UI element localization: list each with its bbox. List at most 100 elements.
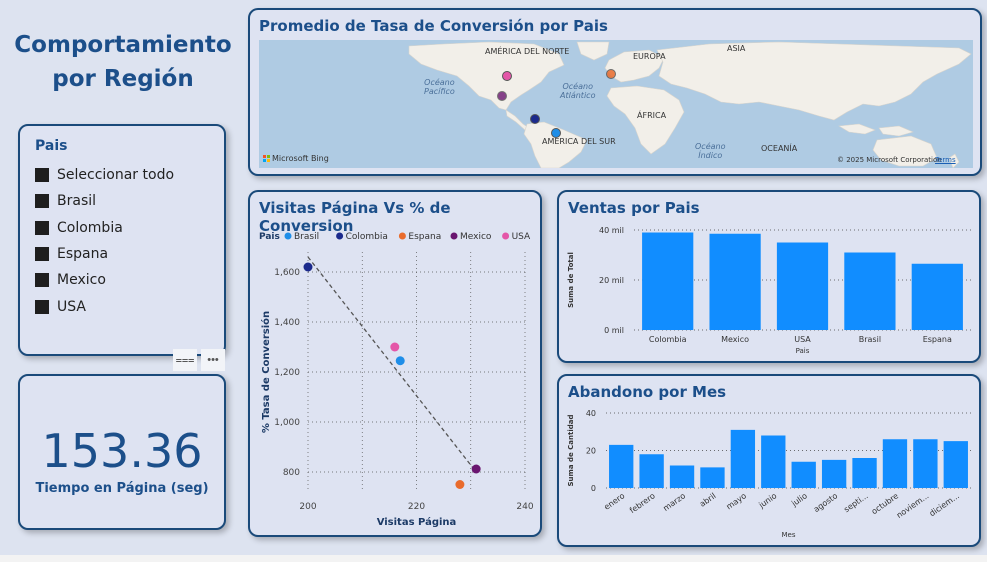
abandono-card: Abandono por Mes 0 20 40 enero febrero marzo a… <box>557 374 981 547</box>
bar <box>791 461 816 488</box>
x-tick-label: Colombia <box>649 335 687 344</box>
bar <box>700 467 725 488</box>
bar <box>639 454 664 488</box>
bar <box>709 233 761 330</box>
legend-marker <box>398 232 406 240</box>
x-tick-label: julio <box>789 491 809 509</box>
bar <box>911 263 963 330</box>
map-terms-link[interactable]: Terms <box>935 156 956 164</box>
africa-shape <box>606 85 685 155</box>
slicer-item-label: USA <box>57 298 86 315</box>
checkbox[interactable] <box>35 194 49 209</box>
scatter-title: Visitas Página Vs % de Conversion <box>259 199 451 235</box>
bar <box>609 444 634 488</box>
asia-shape <box>656 41 972 121</box>
x-tick-label: 240 <box>516 502 533 512</box>
australia-shape <box>872 135 938 167</box>
world-map[interactable]: AMÉRICA DEL NORTE EUROPA ASIA Océano Pac… <box>259 40 973 168</box>
map-dot-mexico[interactable] <box>497 91 507 101</box>
checkbox[interactable] <box>35 168 49 183</box>
legend-marker <box>336 232 344 240</box>
bar <box>943 441 968 488</box>
bar <box>821 459 847 488</box>
x-tick-label: febrero <box>628 491 657 515</box>
x-tick-label: diciem... <box>928 491 961 518</box>
x-tick-label: noviem... <box>895 491 931 520</box>
legend-item: Colombia <box>346 232 388 242</box>
slicer-item-colombia[interactable]: Colombia <box>35 215 174 241</box>
trendline <box>307 256 477 473</box>
checkbox[interactable] <box>35 247 49 262</box>
x-axis-label: Visitas Página <box>377 516 457 528</box>
north-america-shape <box>408 41 565 111</box>
slicer-item-label: Mexico <box>57 272 106 289</box>
x-tick-label: USA <box>794 335 811 344</box>
legend-title: Pais <box>259 232 280 242</box>
bar <box>844 252 896 330</box>
ventas-chart[interactable]: 0 mil 20 mil 40 mil Colombia Mexico USA Brasil… <box>559 192 979 361</box>
visual-toolbar: ⩶ ••• <box>173 349 225 371</box>
slicer-item-label: Espana <box>57 246 109 263</box>
slicer-item-label: Brasil <box>57 193 97 210</box>
slicer-item-brasil[interactable]: Brasil <box>35 188 174 214</box>
bar <box>761 435 786 488</box>
x-tick-label: enero <box>602 491 626 512</box>
map-label-oceania: OCEANÍA <box>761 144 798 153</box>
abandono-chart[interactable]: 0 20 40 enero febrero marzo abril mayo junio juli… <box>559 376 979 545</box>
indonesia-shape <box>838 123 914 137</box>
map-dot-brasil[interactable] <box>551 128 561 138</box>
slicer-item-label: Seleccionar todo <box>57 167 175 184</box>
slicer-title: Pais <box>35 138 68 154</box>
country-slicer: Pais Seleccionar todo Brasil Colombia Es… <box>18 124 226 356</box>
bar <box>730 429 756 488</box>
y-tick-label: 40 <box>586 409 596 418</box>
x-tick-label: mayo <box>725 491 749 511</box>
slicer-item-select-all[interactable]: Seleccionar todo <box>35 162 174 188</box>
new-zealand-shape <box>948 153 960 168</box>
map-dot-colombia[interactable] <box>530 114 540 124</box>
x-tick-label: 200 <box>299 502 316 512</box>
checkbox[interactable] <box>35 299 49 314</box>
bar <box>669 465 695 488</box>
y-tick-label: 40 mil <box>599 226 624 235</box>
data-point-brasil <box>395 356 405 366</box>
checkbox[interactable] <box>35 273 49 288</box>
data-point-mexico <box>471 464 481 474</box>
x-tick-label: Brasil <box>859 335 881 344</box>
y-tick-label: 0 mil <box>604 326 624 335</box>
kpi-value: 153.36 <box>41 424 203 478</box>
slicer-item-label: Colombia <box>57 219 123 236</box>
legend-item: Brasil <box>294 232 319 242</box>
x-tick-label: septi... <box>842 491 869 514</box>
data-point-usa <box>390 342 400 352</box>
scatter-chart[interactable]: Pais Brasil Colombia Espana Mexico USA 800 1,00… <box>250 192 540 535</box>
ventas-card: Ventas por Pais 0 mil 20 mil 40 mil Colombi… <box>557 190 981 363</box>
legend-marker <box>450 232 458 240</box>
more-options-icon[interactable]: ••• <box>201 349 225 371</box>
map-dot-espana[interactable] <box>606 69 616 79</box>
bar <box>642 232 694 330</box>
x-axis-label: Mes <box>782 531 796 539</box>
y-axis-label: Suma de Total <box>567 252 575 308</box>
x-tick-label: 220 <box>408 502 425 512</box>
bing-attribution-text: Microsoft Bing <box>272 154 329 163</box>
map-copyright: © 2025 Microsoft Corporation <box>837 156 942 164</box>
map-label-indian: Océano Índico <box>695 142 726 160</box>
map-label-atlantic: Océano Atlántico <box>560 82 596 100</box>
kpi-card: 153.36 Tiempo en Página (seg) <box>18 374 226 530</box>
x-tick-label: junio <box>756 491 778 510</box>
filter-icon[interactable]: ⩶ <box>173 349 197 371</box>
slicer-item-usa[interactable]: USA <box>35 293 174 319</box>
x-tick-label: Mexico <box>721 335 749 344</box>
south-america-shape <box>523 121 588 168</box>
slicer-item-mexico[interactable]: Mexico <box>35 267 174 293</box>
map-label-asia: ASIA <box>727 44 746 53</box>
x-tick-label: Espana <box>923 335 952 344</box>
legend-marker <box>502 232 510 240</box>
slicer-item-espana[interactable]: Espana <box>35 241 174 267</box>
map-label-africa: ÁFRICA <box>637 111 667 120</box>
legend-item: USA <box>512 232 531 242</box>
map-dot-usa[interactable] <box>502 71 512 81</box>
y-tick-label: 1,400 <box>274 318 300 328</box>
checkbox[interactable] <box>35 220 49 235</box>
